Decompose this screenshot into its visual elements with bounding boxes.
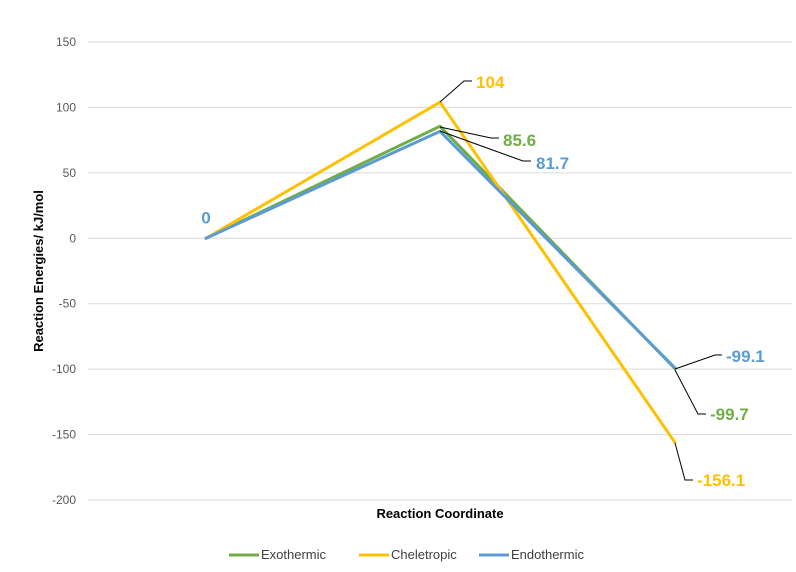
y-axis-title: Reaction Energies/ kJ/mol xyxy=(31,190,46,352)
label-leader-line xyxy=(439,126,499,139)
series-line-endothermic xyxy=(204,129,677,370)
series-lines xyxy=(204,100,677,445)
data-labels: 0 104 85.681.7 -99.1 -99.7 -156.1 xyxy=(201,73,764,490)
label-leader-line xyxy=(674,354,722,370)
legend-label: Cheletropic xyxy=(391,547,457,562)
data-label: -156.1 xyxy=(697,471,745,490)
y-tick-label: 0 xyxy=(69,231,76,245)
legend-label: Exothermic xyxy=(261,547,327,562)
y-tick-label: 50 xyxy=(63,166,77,180)
data-label: -99.1 xyxy=(726,347,765,366)
gridlines xyxy=(88,41,792,501)
y-tick-label: 100 xyxy=(56,100,76,114)
series-line-cheletropic xyxy=(204,100,677,445)
y-tick-label: -100 xyxy=(52,362,76,376)
y-tick-label: -200 xyxy=(52,493,76,507)
data-label: 0 xyxy=(201,208,210,227)
data-label: -99.7 xyxy=(710,405,749,424)
y-tick-label: -50 xyxy=(59,297,77,311)
data-label: 85.6 xyxy=(503,131,536,150)
y-tick-label: -150 xyxy=(52,428,76,442)
data-label: 81.7 xyxy=(536,154,569,173)
data-label-leaders xyxy=(439,80,722,481)
label-leader-line xyxy=(674,442,693,481)
label-leader-line xyxy=(674,369,706,415)
label-leader-line xyxy=(439,130,531,162)
y-axis-ticks: 150 100 50 0 -50 -100 -150 -200 xyxy=(52,35,76,507)
data-label: 104 xyxy=(476,73,505,92)
y-tick-label: 150 xyxy=(56,35,76,49)
label-leader-line xyxy=(439,80,472,103)
series-line-exothermic xyxy=(204,124,677,371)
legend-label: Endothermic xyxy=(511,547,584,562)
x-axis-title: Reaction Coordinate xyxy=(376,506,503,521)
legend: Exothermic Cheletropic Endothermic xyxy=(229,547,584,562)
